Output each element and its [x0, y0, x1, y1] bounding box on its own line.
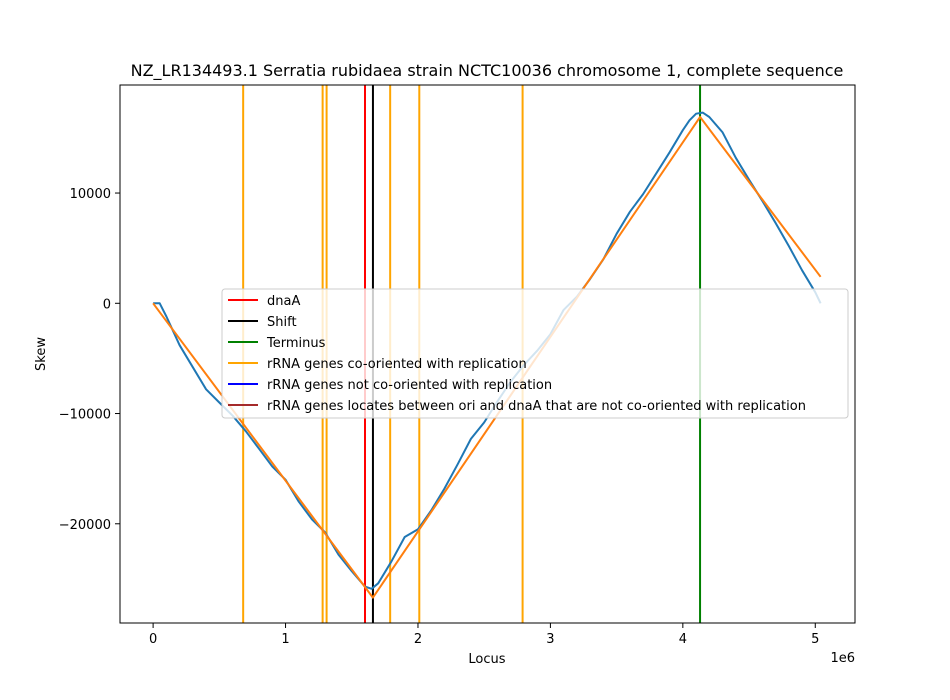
- legend-label-5: rRNA genes locates between ori and dnaA …: [267, 399, 806, 414]
- x-tick-label-4: 4: [679, 632, 687, 647]
- x-tick-label-3: 3: [546, 632, 554, 647]
- legend-frame: [221, 288, 849, 419]
- legend-label-4: rRNA genes not co-oriented with replicat…: [267, 378, 552, 393]
- legend: dnaA Shift Terminus rRNA genes co-oriented …: [221, 288, 849, 419]
- x-axis-offset-label: 1e6: [830, 651, 855, 666]
- legend-label-3: rRNA genes co-oriented with replication: [267, 357, 527, 372]
- legend-label-2: Terminus: [266, 336, 326, 351]
- x-tick-label-1: 1: [281, 632, 289, 647]
- chart-title: NZ_LR134493.1 Serratia rubidaea strain N…: [131, 61, 844, 81]
- y-axis: −20000 −10000 0 10000: [59, 187, 120, 533]
- x-tick-label-2: 2: [414, 632, 422, 647]
- legend-label-0: dnaA: [267, 294, 300, 309]
- y-axis-label: Skew: [34, 337, 49, 371]
- legend-label-1: Shift: [267, 315, 297, 330]
- y-tick-label-3: 10000: [70, 187, 111, 202]
- x-axis-label: Locus: [468, 652, 505, 667]
- x-axis: 0 1 2 3 4 5: [149, 623, 819, 647]
- y-tick-label-2: 0: [103, 297, 111, 312]
- y-tick-label-1: −10000: [59, 408, 111, 423]
- plot-frame: [119, 84, 856, 624]
- x-tick-label-0: 0: [149, 632, 157, 647]
- y-tick-label-0: −20000: [59, 518, 111, 533]
- x-tick-label-5: 5: [811, 632, 819, 647]
